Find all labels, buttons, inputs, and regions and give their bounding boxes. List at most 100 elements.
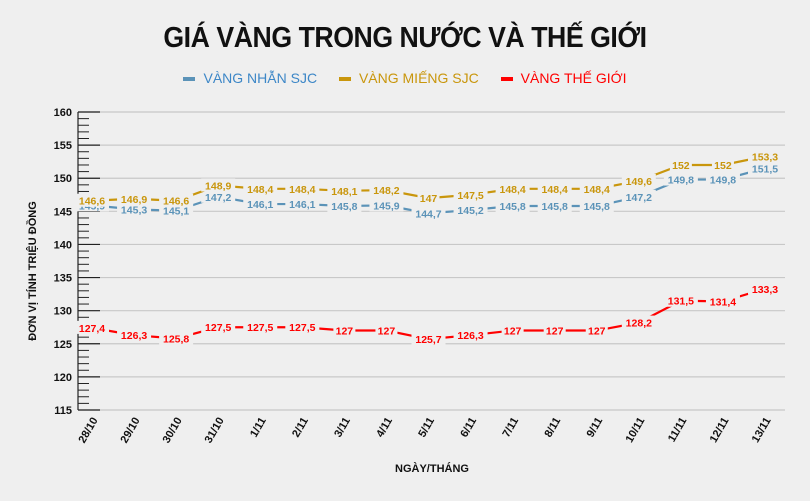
- label-bg: [621, 173, 656, 187]
- x-tick-label: 3/11: [332, 416, 353, 440]
- data-label: 149,8: [668, 175, 694, 187]
- legend-item-thegioi: VÀNG THẾ GIỚI: [500, 70, 627, 86]
- y-tick-label: 115: [54, 405, 72, 417]
- label-bg: [705, 294, 740, 308]
- data-label: 126,3: [457, 330, 483, 342]
- label-bg: [369, 198, 404, 212]
- label-bg: [117, 202, 152, 216]
- label-bg: [579, 181, 614, 195]
- label-bg: [748, 149, 782, 163]
- data-label: 125,8: [163, 333, 189, 345]
- label-bg: [543, 323, 566, 337]
- label-bg: [453, 328, 488, 342]
- legend: VÀNG NHẪN SJC VÀNG MIẾNG SJC VÀNG THẾ GI…: [0, 70, 810, 86]
- data-label: 146,6: [163, 196, 189, 208]
- data-label: 147,5: [457, 190, 483, 202]
- label-bg: [495, 181, 530, 195]
- label-bg: [369, 183, 404, 197]
- label-bg: [117, 191, 152, 205]
- data-label: 144,7: [415, 208, 441, 220]
- data-label: 149,6: [626, 176, 652, 188]
- data-label: 127,5: [205, 322, 231, 334]
- label-bg: [417, 191, 440, 205]
- data-label: 127: [378, 326, 396, 338]
- data-label: 127: [588, 326, 606, 338]
- data-label: 146,1: [247, 199, 273, 211]
- data-label: 148,4: [289, 184, 315, 196]
- data-label: 145,8: [499, 201, 525, 213]
- x-tick-label: 28/10: [76, 416, 100, 446]
- legend-swatch-icon: [183, 77, 196, 82]
- data-label: 148,9: [205, 181, 231, 193]
- data-label: 146,9: [121, 194, 147, 206]
- label-bg: [501, 323, 524, 337]
- label-bg: [75, 320, 109, 334]
- y-tick-label: 130: [54, 306, 72, 318]
- label-bg: [243, 181, 278, 195]
- label-bg: [243, 320, 278, 334]
- x-tick-label: 1/11: [248, 416, 269, 440]
- label-bg: [285, 181, 320, 195]
- label-bg: [201, 320, 236, 334]
- y-tick-label: 135: [54, 273, 72, 285]
- y-tick-label: 120: [54, 372, 72, 384]
- data-label: 127,5: [247, 322, 273, 334]
- data-label: 131,4: [710, 296, 736, 308]
- data-label: 148,4: [499, 184, 525, 196]
- y-tick-label: 140: [54, 239, 72, 251]
- label-bg: [285, 320, 320, 334]
- data-label: 147,2: [205, 192, 231, 204]
- data-label: 152: [714, 160, 732, 172]
- data-label: 146,6: [79, 196, 105, 208]
- data-label: 145,9: [373, 200, 399, 212]
- label-bg: [411, 332, 446, 346]
- x-tick-label: 12/11: [708, 416, 732, 445]
- label-bg: [375, 323, 398, 337]
- label-bg: [201, 178, 236, 192]
- data-label: 128,2: [626, 318, 652, 330]
- label-bg: [621, 189, 656, 203]
- x-tick-label: 9/11: [585, 416, 606, 440]
- legend-label: VÀNG NHẪN SJC: [203, 70, 318, 86]
- data-label: 145,3: [121, 204, 147, 216]
- data-label: 127: [546, 326, 564, 338]
- label-bg: [663, 293, 698, 307]
- label-bg: [621, 315, 656, 329]
- data-label: 125,7: [415, 334, 441, 346]
- label-bg: [285, 197, 320, 211]
- y-tick-label: 160: [54, 107, 72, 119]
- data-label: 131,5: [668, 296, 694, 308]
- label-bg: [748, 161, 782, 175]
- data-label: 147: [420, 193, 438, 205]
- label-bg: [201, 189, 236, 203]
- x-tick-label: 30/10: [161, 416, 185, 446]
- label-bg: [705, 172, 740, 186]
- label-bg: [159, 193, 194, 207]
- legend-swatch-icon: [500, 77, 513, 82]
- label-bg: [327, 199, 362, 213]
- x-tick-label: 8/11: [542, 416, 563, 440]
- y-axis-title: ĐƠN VỊ TÍNH TRIỆU ĐỒNG: [26, 201, 39, 341]
- data-label: 148,4: [247, 184, 273, 196]
- x-tick-label: 29/10: [119, 416, 143, 446]
- data-label: 145,8: [331, 201, 357, 213]
- x-tick-label: 13/11: [750, 416, 774, 445]
- label-bg: [159, 331, 194, 345]
- data-label: 148,4: [584, 184, 610, 196]
- x-tick-label: 31/10: [203, 416, 227, 446]
- label-bg: [537, 181, 572, 195]
- label-bg: [663, 172, 698, 186]
- label-bg: [579, 199, 614, 213]
- data-label: 151,5: [752, 163, 778, 175]
- y-tick-label: 145: [54, 206, 72, 218]
- y-tick-label: 150: [54, 173, 72, 185]
- legend-swatch-icon: [338, 77, 351, 82]
- data-label: 145,8: [584, 201, 610, 213]
- legend-label: VÀNG MIẾNG SJC: [358, 70, 479, 86]
- data-label: 127,4: [79, 323, 105, 335]
- x-tick-label: 6/11: [458, 416, 479, 440]
- data-label: 153,3: [752, 151, 778, 163]
- data-label: 126,3: [121, 330, 147, 342]
- label-bg: [711, 157, 734, 171]
